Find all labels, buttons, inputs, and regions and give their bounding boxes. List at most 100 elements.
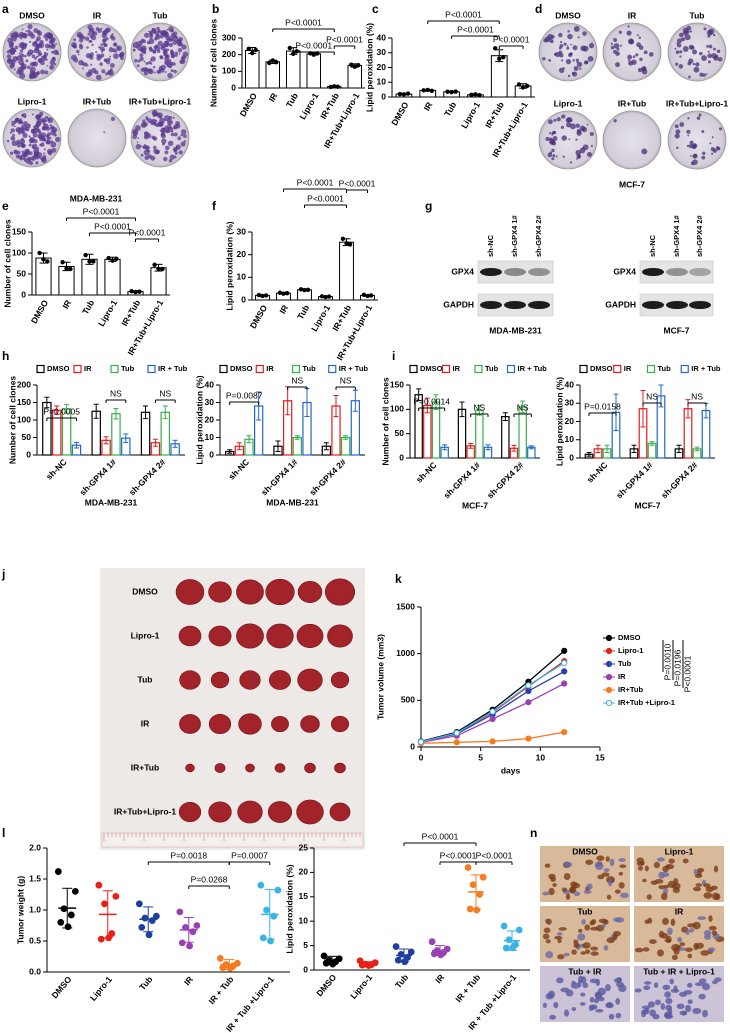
colony [12, 133, 15, 137]
colony [44, 52, 49, 57]
colony [183, 134, 187, 138]
colony [180, 133, 184, 137]
ihc-cell [685, 929, 690, 935]
tumor [274, 763, 286, 773]
colony [31, 113, 34, 116]
x-tick-label: sh-NC [414, 460, 439, 485]
data-point [425, 87, 430, 93]
ihc-cell [572, 882, 581, 889]
colony [679, 50, 683, 54]
colony [569, 161, 573, 164]
colony [699, 51, 703, 56]
colony [175, 146, 179, 150]
ihc-cell [582, 982, 589, 989]
line-marker [453, 729, 460, 737]
colony [146, 40, 151, 45]
colony [551, 131, 556, 135]
colony [137, 137, 139, 139]
data-point [60, 260, 65, 265]
data-point [368, 293, 374, 298]
colony [45, 126, 51, 131]
line-marker [525, 735, 532, 742]
data-point [260, 293, 265, 299]
colony [28, 40, 32, 44]
colony [701, 55, 707, 62]
colony [567, 30, 570, 33]
data-point [112, 892, 120, 900]
colony [575, 138, 578, 141]
ihc-cell [544, 863, 551, 868]
ihc-cell [548, 887, 555, 896]
colony [34, 56, 37, 60]
colony [152, 111, 158, 116]
data-point [137, 289, 142, 294]
colony [28, 123, 31, 126]
data-point [41, 257, 46, 262]
tumor [239, 670, 261, 690]
panel-letter: b [212, 2, 219, 16]
data-point [500, 922, 508, 930]
colony [24, 126, 30, 132]
colony [99, 46, 105, 52]
ihc-cell [580, 992, 586, 997]
bar [475, 409, 484, 459]
ihc-cell [593, 998, 600, 1004]
x-tick-label: Lipro-1 [459, 100, 482, 130]
y-axis-title: Lipid peroxidation (%) [364, 23, 374, 112]
lane-label: sh-GPX4 2# [534, 214, 543, 257]
colony [144, 131, 148, 135]
tumor [268, 670, 292, 690]
ihc-cell [641, 1005, 651, 1010]
x-tick-label: Lipro-1 [348, 972, 374, 1001]
ihc-cell [677, 937, 683, 943]
colony [679, 55, 682, 58]
line-marker [561, 659, 568, 667]
blot-band [504, 301, 526, 309]
colony [160, 56, 164, 60]
ihc-cell [697, 867, 705, 873]
tumor [208, 581, 232, 603]
data-point [492, 46, 498, 51]
colony [567, 74, 571, 78]
colony [582, 31, 587, 36]
colony [40, 60, 45, 66]
colony [33, 28, 39, 33]
y-tick-label: 40 [565, 379, 575, 389]
ihc-cell [668, 858, 675, 864]
colony [562, 67, 565, 70]
ihc-cell [660, 1003, 666, 1010]
colony [636, 34, 639, 37]
colony [648, 52, 654, 57]
y-tick-label: 20 [205, 414, 215, 424]
colony [699, 72, 704, 77]
colony [162, 50, 168, 55]
y-axis-title: Lipid peroxidation (%) [554, 377, 564, 466]
ihc-cell [542, 933, 550, 940]
data-point [64, 923, 72, 931]
ihc-cell [634, 947, 644, 953]
colony [21, 32, 27, 39]
colony [179, 59, 184, 65]
dish-label: IR+Tub [618, 98, 646, 108]
ihc-cell [603, 945, 609, 951]
colony [10, 128, 15, 133]
tumor [208, 801, 232, 823]
ihc-cell [605, 856, 610, 862]
y-tick-label: 50 [17, 268, 27, 278]
ihc-cell [687, 953, 693, 959]
ihc-cell [561, 887, 568, 892]
colony [178, 150, 183, 155]
ihc-cell [654, 879, 664, 884]
colony [34, 46, 40, 51]
colony [105, 27, 111, 33]
colony [169, 61, 174, 66]
y-axis-title: Lipid peroxidation (%) [284, 864, 294, 953]
colony [690, 155, 692, 157]
x-tick-label: sh-GPX4 1# [442, 460, 483, 501]
colony [166, 58, 172, 64]
x-tick-label: DMSO [238, 91, 260, 118]
data-point [445, 89, 450, 94]
ihc-cell [662, 917, 669, 926]
colony [172, 40, 178, 45]
colony [576, 61, 583, 68]
